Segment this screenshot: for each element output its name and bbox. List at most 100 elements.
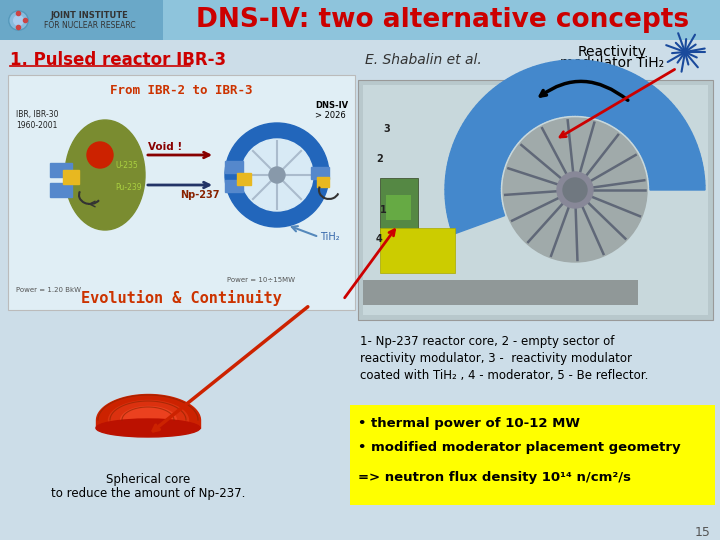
Polygon shape — [449, 153, 503, 171]
Polygon shape — [541, 63, 558, 118]
Polygon shape — [465, 116, 513, 150]
Text: TiH₂: TiH₂ — [320, 232, 340, 242]
Polygon shape — [504, 79, 536, 127]
Bar — [358, 80, 713, 320]
Polygon shape — [648, 163, 703, 177]
Polygon shape — [520, 70, 546, 122]
Ellipse shape — [65, 120, 145, 230]
Polygon shape — [564, 60, 571, 115]
Polygon shape — [647, 154, 701, 172]
Polygon shape — [649, 167, 703, 179]
Polygon shape — [445, 195, 500, 203]
Polygon shape — [605, 71, 631, 122]
Polygon shape — [445, 192, 500, 199]
Polygon shape — [446, 171, 501, 182]
Text: reactivity modulator, 3 -  reactivity modulator: reactivity modulator, 3 - reactivity mod… — [360, 352, 632, 365]
Polygon shape — [650, 185, 705, 190]
Polygon shape — [632, 106, 677, 144]
Polygon shape — [607, 72, 635, 124]
Polygon shape — [446, 167, 501, 179]
Bar — [63, 170, 79, 184]
Polygon shape — [446, 176, 500, 185]
Polygon shape — [612, 77, 643, 126]
Polygon shape — [631, 102, 674, 141]
Text: 1. Pulsed reactor IBR-3: 1. Pulsed reactor IBR-3 — [10, 51, 226, 69]
Polygon shape — [496, 84, 531, 130]
Polygon shape — [528, 67, 551, 120]
Circle shape — [503, 118, 647, 262]
Polygon shape — [533, 66, 553, 119]
Polygon shape — [639, 120, 687, 152]
Polygon shape — [471, 109, 516, 145]
Circle shape — [557, 172, 593, 208]
Polygon shape — [602, 69, 626, 121]
Polygon shape — [610, 75, 639, 125]
Bar — [237, 173, 251, 185]
Polygon shape — [489, 90, 528, 134]
Text: Evolution & Continuity: Evolution & Continuity — [81, 290, 282, 306]
Bar — [363, 280, 638, 305]
Bar — [225, 180, 243, 192]
Polygon shape — [508, 77, 539, 126]
Text: • modified moderator placement geometry: • modified moderator placement geometry — [358, 441, 680, 454]
Polygon shape — [614, 79, 647, 127]
Polygon shape — [447, 162, 502, 177]
Text: Reactivity: Reactivity — [577, 45, 647, 59]
Polygon shape — [450, 211, 504, 230]
Text: modulator TiH₂: modulator TiH₂ — [560, 56, 664, 70]
Polygon shape — [634, 109, 680, 146]
Polygon shape — [480, 99, 522, 139]
Polygon shape — [649, 172, 704, 182]
Polygon shape — [477, 102, 520, 141]
Polygon shape — [642, 132, 693, 159]
Polygon shape — [649, 176, 705, 185]
Polygon shape — [449, 208, 503, 226]
Bar — [50, 163, 72, 177]
Text: 4: 4 — [376, 234, 383, 244]
Text: 2: 2 — [376, 154, 383, 164]
Polygon shape — [621, 87, 657, 132]
Text: DNS-IV: DNS-IV — [315, 100, 348, 110]
Polygon shape — [447, 203, 502, 217]
Text: 3: 3 — [383, 124, 390, 134]
Text: Void !: Void ! — [148, 142, 182, 152]
Polygon shape — [637, 117, 685, 150]
Polygon shape — [546, 63, 561, 117]
Text: IBR, IBR-30: IBR, IBR-30 — [16, 111, 58, 119]
Polygon shape — [445, 185, 500, 190]
Polygon shape — [600, 68, 622, 120]
Polygon shape — [500, 81, 534, 129]
Polygon shape — [640, 124, 690, 154]
Text: • thermal power of 10-12 MW: • thermal power of 10-12 MW — [358, 416, 580, 429]
Bar — [8, 75, 355, 310]
Polygon shape — [590, 63, 605, 117]
Bar — [0, 0, 720, 40]
Polygon shape — [585, 61, 595, 116]
Polygon shape — [582, 60, 591, 116]
Text: From IBR-2 to IBR-3: From IBR-2 to IBR-3 — [110, 84, 253, 97]
Polygon shape — [451, 145, 505, 166]
Polygon shape — [595, 65, 613, 118]
Polygon shape — [492, 86, 530, 132]
Polygon shape — [568, 60, 574, 115]
Polygon shape — [647, 150, 700, 169]
Polygon shape — [641, 129, 692, 157]
Polygon shape — [573, 60, 577, 115]
Polygon shape — [592, 64, 609, 118]
Polygon shape — [537, 64, 556, 118]
Polygon shape — [644, 141, 697, 164]
Polygon shape — [616, 82, 650, 129]
Polygon shape — [486, 92, 526, 136]
Polygon shape — [455, 136, 507, 161]
Polygon shape — [448, 158, 503, 174]
Bar — [225, 161, 243, 173]
Bar — [386, 195, 411, 220]
Bar — [380, 228, 455, 273]
Polygon shape — [453, 140, 505, 164]
Polygon shape — [626, 96, 668, 138]
Polygon shape — [625, 93, 665, 136]
Bar — [350, 405, 715, 505]
Bar — [380, 178, 418, 233]
Polygon shape — [516, 72, 543, 123]
Polygon shape — [648, 158, 702, 174]
